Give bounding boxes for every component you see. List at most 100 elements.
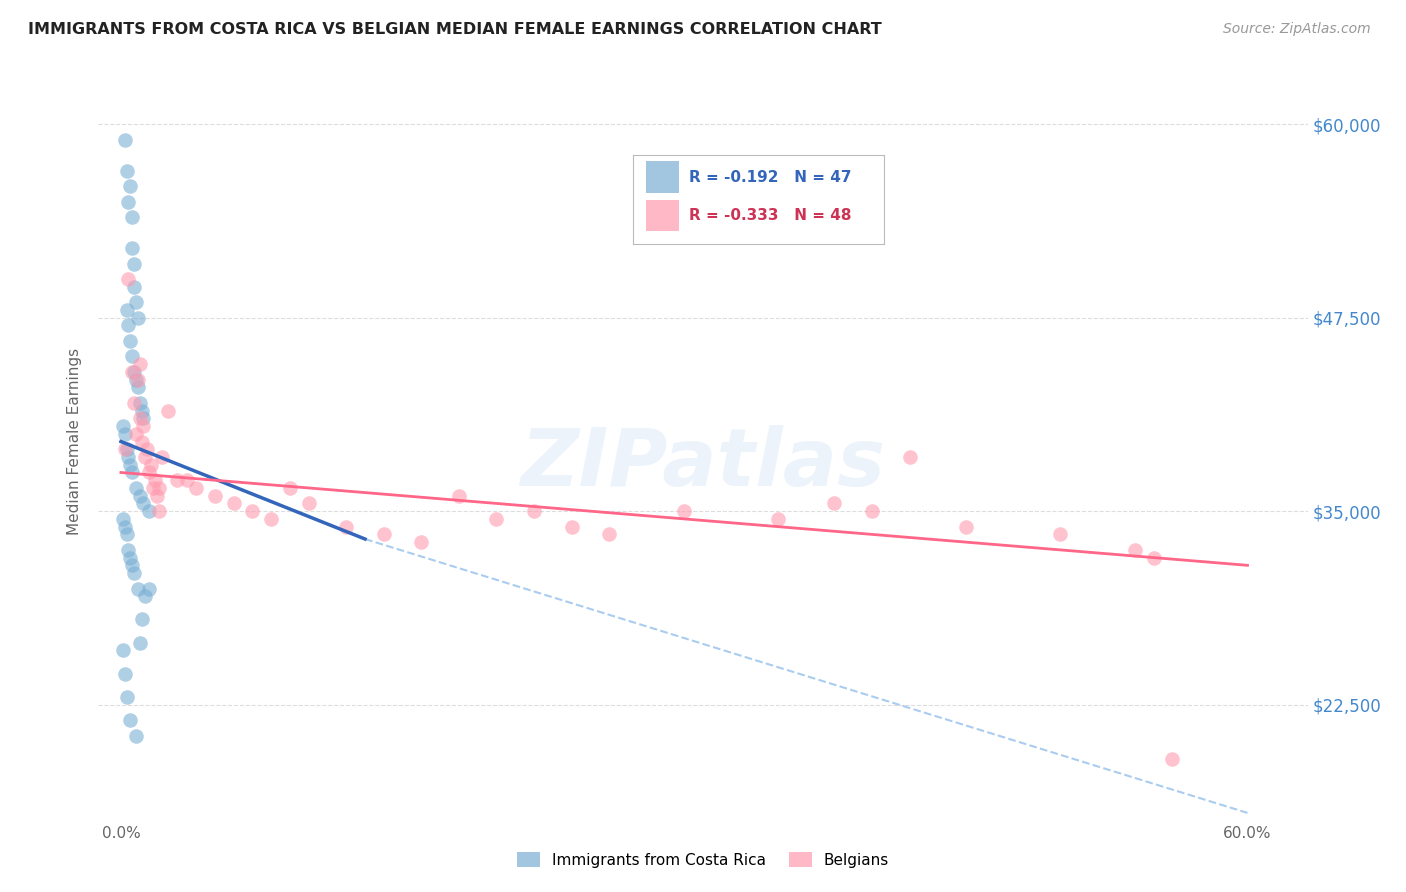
Point [117,542,139,557]
Point [411,535,433,549]
Point [148,504,170,518]
Point [1161,752,1184,766]
Point [485,512,508,526]
Point [298,496,321,510]
Point [117,450,139,464]
Point [120,550,142,565]
Y-axis label: Median Female Earnings: Median Female Earnings [67,348,83,535]
Text: R = -0.333   N = 48: R = -0.333 N = 48 [689,209,851,223]
Point [134,450,156,464]
Point [127,373,149,387]
Point [598,527,620,541]
Point [898,450,921,464]
Point [184,481,207,495]
Legend: Immigrants from Costa Rica, Belgians: Immigrants from Costa Rica, Belgians [510,846,896,873]
Point [125,295,148,310]
Point [122,365,145,379]
Point [138,504,160,518]
Point [128,411,150,425]
Point [148,481,170,495]
Point [122,280,145,294]
Point [132,496,155,510]
Point [128,489,150,503]
Point [138,466,160,480]
Point [673,504,696,518]
Text: IMMIGRANTS FROM COSTA RICA VS BELGIAN MEDIAN FEMALE EARNINGS CORRELATION CHART: IMMIGRANTS FROM COSTA RICA VS BELGIAN ME… [28,22,882,37]
Point [132,411,155,425]
Point [127,310,149,325]
Point [117,194,139,209]
Text: ZIPatlas: ZIPatlas [520,425,886,503]
Point [121,466,143,480]
Point [260,512,283,526]
Point [114,666,136,681]
Point [114,133,136,147]
Point [120,458,142,472]
Text: R = -0.192   N = 47: R = -0.192 N = 47 [689,170,851,185]
Point [127,582,149,596]
Point [523,504,546,518]
Point [955,519,977,533]
Bar [645,161,679,193]
Point [1123,542,1146,557]
Point [111,419,134,434]
Point [278,481,301,495]
Point [145,489,167,503]
Point [125,481,148,495]
Point [242,504,264,518]
Point [121,365,143,379]
Point [131,612,153,626]
Point [121,558,143,573]
Point [122,257,145,271]
Point [823,496,845,510]
Point [120,334,142,348]
Point [561,519,583,533]
Point [122,566,145,580]
Point [131,434,153,449]
Point [121,210,143,224]
Point [156,403,179,417]
Point [111,643,134,657]
Point [373,527,395,541]
Point [127,380,149,394]
Point [335,519,357,533]
Point [117,272,139,286]
Point [143,473,166,487]
Point [150,450,173,464]
Point [1142,550,1164,565]
Point [120,179,142,194]
Point [139,458,162,472]
Point [138,582,160,596]
Point [142,481,165,495]
Point [115,303,138,318]
Point [222,496,245,510]
Point [132,419,155,434]
Point [122,396,145,410]
Point [115,442,138,457]
Point [447,489,470,503]
Point [136,442,159,457]
Point [115,690,138,704]
Point [128,357,150,371]
Point [131,403,153,417]
Bar [645,200,679,231]
Point [204,489,226,503]
Point [117,318,139,333]
Point [125,426,148,441]
Point [166,473,188,487]
Point [115,163,138,178]
Point [121,241,143,255]
Point [115,527,138,541]
Text: Source: ZipAtlas.com: Source: ZipAtlas.com [1223,22,1371,37]
Point [114,442,136,457]
Point [134,589,156,603]
Point [176,473,198,487]
Point [114,426,136,441]
Point [121,350,143,364]
Point [125,729,148,743]
Point [128,396,150,410]
Point [111,512,134,526]
Point [128,636,150,650]
Point [114,519,136,533]
Point [860,504,883,518]
